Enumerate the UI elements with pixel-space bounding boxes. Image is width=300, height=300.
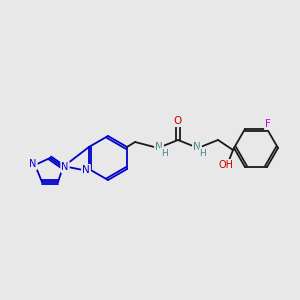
Text: N: N	[155, 142, 163, 152]
Text: N: N	[29, 159, 37, 169]
Text: H: H	[160, 148, 167, 158]
Text: F: F	[265, 119, 271, 129]
Text: N: N	[82, 165, 90, 175]
Text: H: H	[200, 148, 206, 158]
Text: N: N	[61, 162, 69, 172]
Text: N: N	[193, 142, 201, 152]
Text: O: O	[174, 116, 182, 126]
Text: OH: OH	[218, 160, 233, 170]
